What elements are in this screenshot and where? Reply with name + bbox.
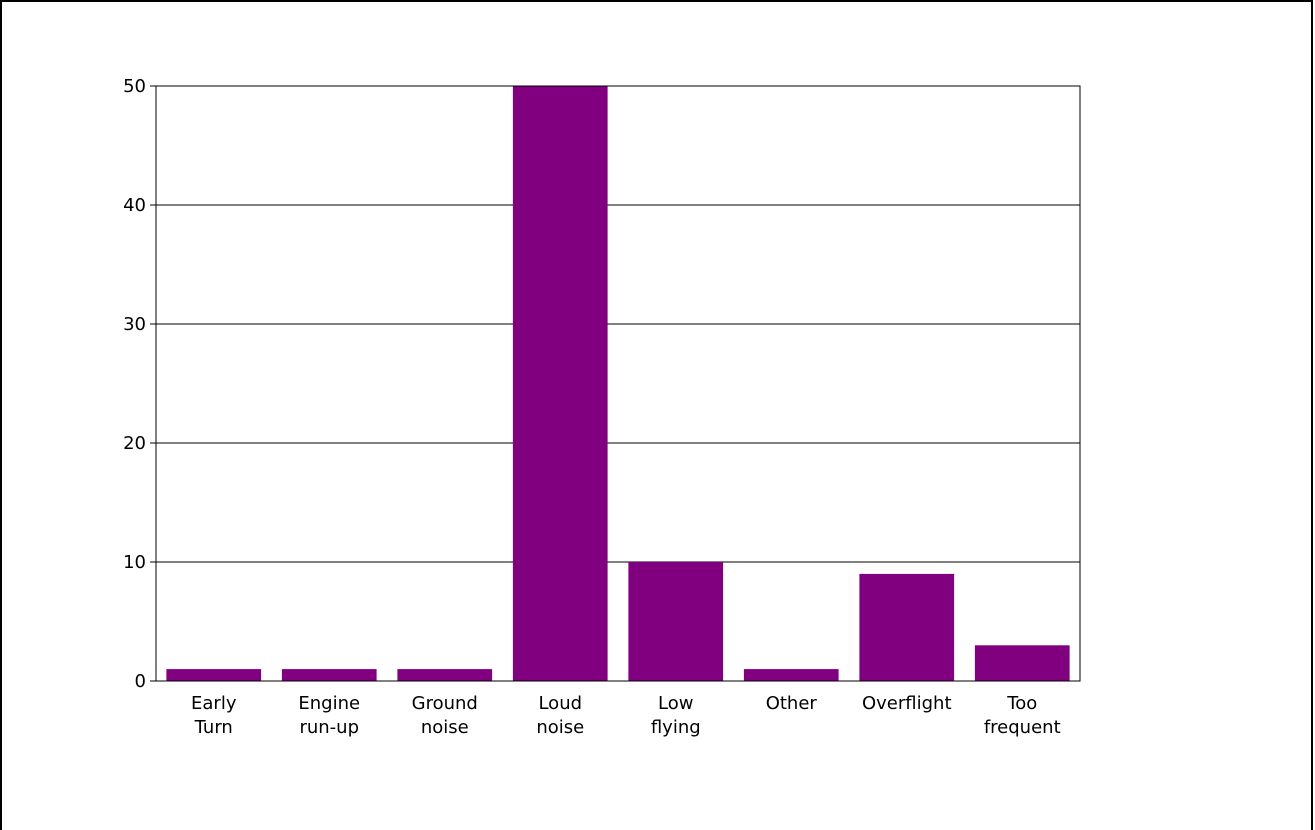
x-category-label: Early Turn [191,693,237,738]
y-tick-label: 50 [123,76,146,97]
bar [281,669,377,681]
y-tick-label: 20 [123,433,146,454]
y-tick-labels: 0 10 20 30 40 50 [123,76,146,692]
x-category-label: Ground noise [412,693,478,738]
x-category-label: Engine run-up [298,693,360,738]
bars [166,86,1070,681]
bar [974,645,1070,681]
bar [628,562,724,681]
bar [859,573,955,681]
bar [166,669,262,681]
y-tick-label: 10 [123,552,146,573]
x-category-label: Overflight [862,693,952,714]
x-category-label: Other [766,693,818,714]
bar [512,86,608,681]
x-category-label: Loud noise [536,693,584,738]
bar [397,669,493,681]
x-category-label: Too frequent [984,693,1061,738]
bar [743,669,839,681]
y-tick-label: 40 [123,195,146,216]
axes [150,85,1081,682]
y-tick-label: 0 [135,671,146,692]
y-tick-label: 30 [123,314,146,335]
plot-border [155,85,1081,682]
x-category-label: Low flying [651,693,701,738]
x-category-labels: Early Turn Engine run-up Ground noise Loud nois… [191,693,1061,738]
